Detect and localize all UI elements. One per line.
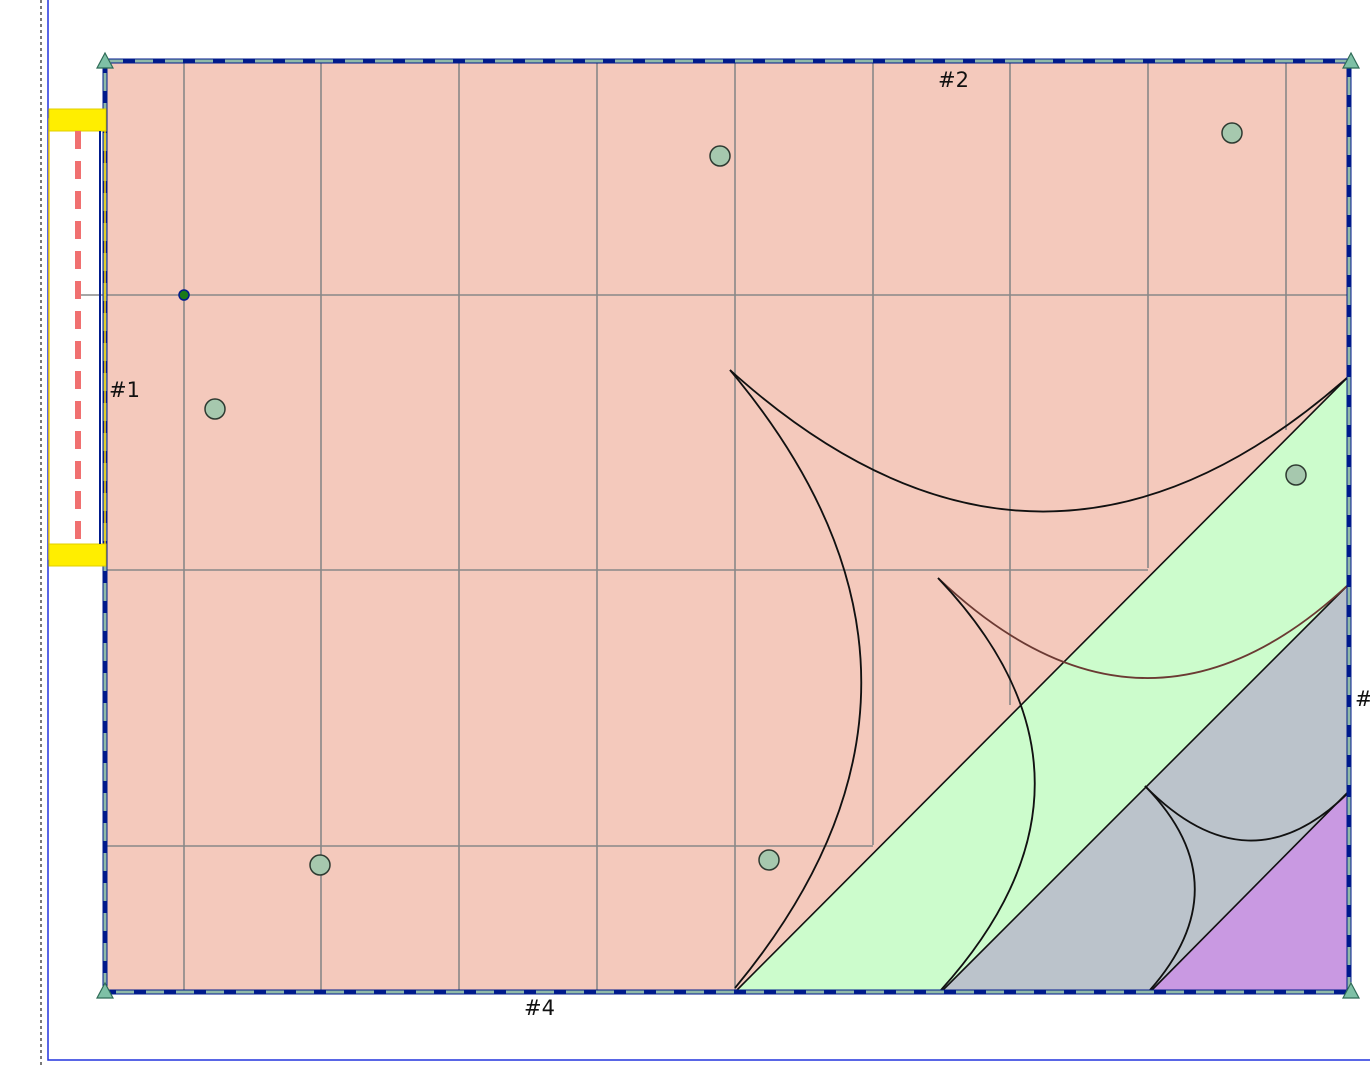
wall-label-bottom: #4 [524,996,555,1020]
sensors[interactable] [204,122,1307,876]
triangle-marker-icon [1342,51,1360,69]
circle-marker-icon [758,849,780,871]
arc-large-left [729,369,863,989]
arc-small-top [1144,785,1350,842]
triangle-marker-icon [1342,981,1360,999]
arc-small-left [1144,785,1196,991]
swing-arcs [729,369,1350,991]
arc-large-top [729,369,1350,513]
arc-medium-top [937,577,1350,679]
page-frame [47,0,1370,1061]
wall-label-top: #2 [938,68,969,92]
grid-lines [78,61,1349,992]
door-jamb-bottom [48,543,107,567]
circle-marker-icon [309,854,331,876]
wall-label-left: #1 [109,378,140,402]
door-wall-1[interactable] [48,108,107,567]
triangle-marker-icon [96,51,114,69]
door-jamb-top [48,108,107,132]
dot-marker-icon[interactable] [178,289,190,301]
circle-marker-icon [204,398,226,420]
circle-marker-icon [1285,464,1307,486]
zone-edges [734,375,1350,993]
circle-marker-icon [1221,122,1243,144]
corner-markers[interactable] [96,51,1360,999]
triangle-marker-icon [96,981,114,999]
circle-marker-icon [709,145,731,167]
wall-label-right: # [1355,687,1370,711]
arc-medium-left [937,577,1036,991]
